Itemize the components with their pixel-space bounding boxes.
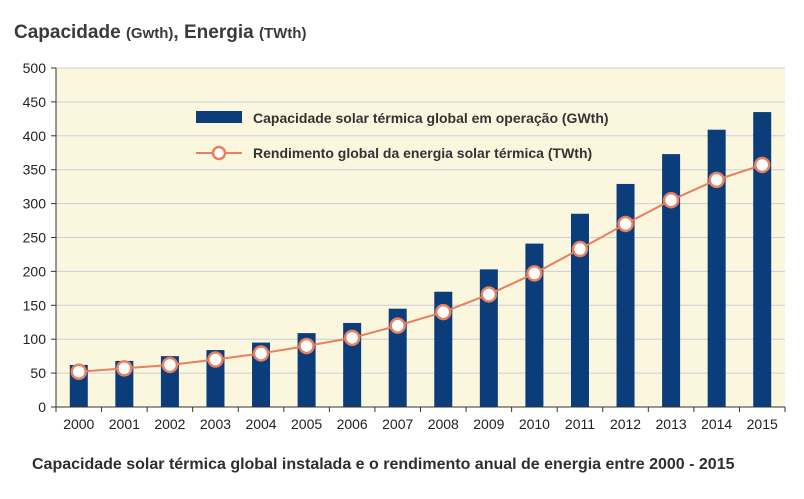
line-point — [435, 303, 452, 321]
capacity-label: Capacidade — [14, 22, 121, 43]
chart-caption: Capacidade solar térmica global instalad… — [32, 456, 735, 473]
y-tick-label: 150 — [23, 297, 47, 313]
line-point — [116, 360, 133, 377]
line-point — [343, 329, 361, 347]
capacity-unit: (Gwth) — [125, 25, 174, 42]
y-tick-label: 450 — [23, 94, 47, 110]
bar — [388, 308, 407, 407]
y-tick-label: 250 — [23, 230, 47, 246]
x-tick-label: 2002 — [154, 416, 185, 432]
bar — [753, 112, 772, 407]
bar — [662, 154, 681, 407]
y-tick-label: 200 — [23, 263, 47, 279]
line-point — [161, 356, 179, 374]
x-tick-label: 2006 — [337, 416, 368, 432]
chart: 0 50 100 150 200 250 300 350 400 450 500 2000 2001 20… — [23, 60, 786, 432]
legend-line-marker — [211, 145, 227, 161]
x-tick-label: 2004 — [245, 416, 276, 432]
x-tick-label: 2000 — [63, 416, 94, 432]
energy-unit: (TWth) — [258, 25, 307, 42]
line-point — [662, 191, 680, 209]
x-tick-label: 2015 — [747, 416, 778, 432]
line-point — [252, 345, 270, 362]
x-tick-label: 2001 — [109, 416, 140, 432]
line-point — [207, 351, 224, 368]
bar — [434, 291, 453, 407]
bar — [525, 243, 544, 407]
y-tick-label: 0 — [38, 399, 46, 415]
x-tick-label: 2013 — [656, 416, 687, 432]
bar — [570, 213, 589, 407]
line-point — [708, 171, 725, 189]
title-separator: , — [173, 22, 179, 43]
line-point — [480, 286, 498, 303]
legend-line-label: Rendimento global da energia solar térmi… — [253, 145, 592, 161]
legend-bar-label: Capacidade solar térmica global em opera… — [253, 110, 609, 126]
legend-bar-swatch — [196, 111, 242, 123]
y-tick-label: 100 — [23, 331, 47, 347]
line-point — [526, 265, 543, 282]
x-tick-label: 2009 — [473, 416, 504, 432]
bar — [707, 129, 726, 407]
line-point — [70, 363, 88, 380]
y-tick-label: 400 — [23, 128, 47, 144]
bar — [616, 183, 635, 407]
line-point — [753, 156, 771, 174]
x-tick-label: 2007 — [382, 416, 413, 432]
x-tick-label: 2005 — [291, 416, 322, 432]
energy-line — [78, 164, 763, 373]
x-tick-label: 2014 — [701, 416, 732, 432]
y-tick-label: 50 — [30, 365, 46, 381]
x-tick-label: 2008 — [428, 416, 459, 432]
y-tick-label: 500 — [23, 60, 47, 76]
y-axis-title: Capacidade (Gwth), Energia (TWth) — [14, 22, 306, 44]
y-tick-label: 350 — [23, 162, 47, 178]
energy-label: Energia — [183, 22, 254, 43]
line-point — [571, 240, 589, 258]
line-point — [617, 215, 634, 233]
line-point — [298, 337, 315, 355]
y-tick-label: 300 — [23, 196, 47, 212]
x-tick-label: 2012 — [610, 416, 641, 432]
x-tick-label: 2011 — [565, 416, 595, 432]
bar — [479, 269, 498, 407]
x-tick-label: 2010 — [519, 416, 550, 432]
line-point — [389, 317, 406, 334]
x-tick-label: 2003 — [200, 416, 231, 432]
